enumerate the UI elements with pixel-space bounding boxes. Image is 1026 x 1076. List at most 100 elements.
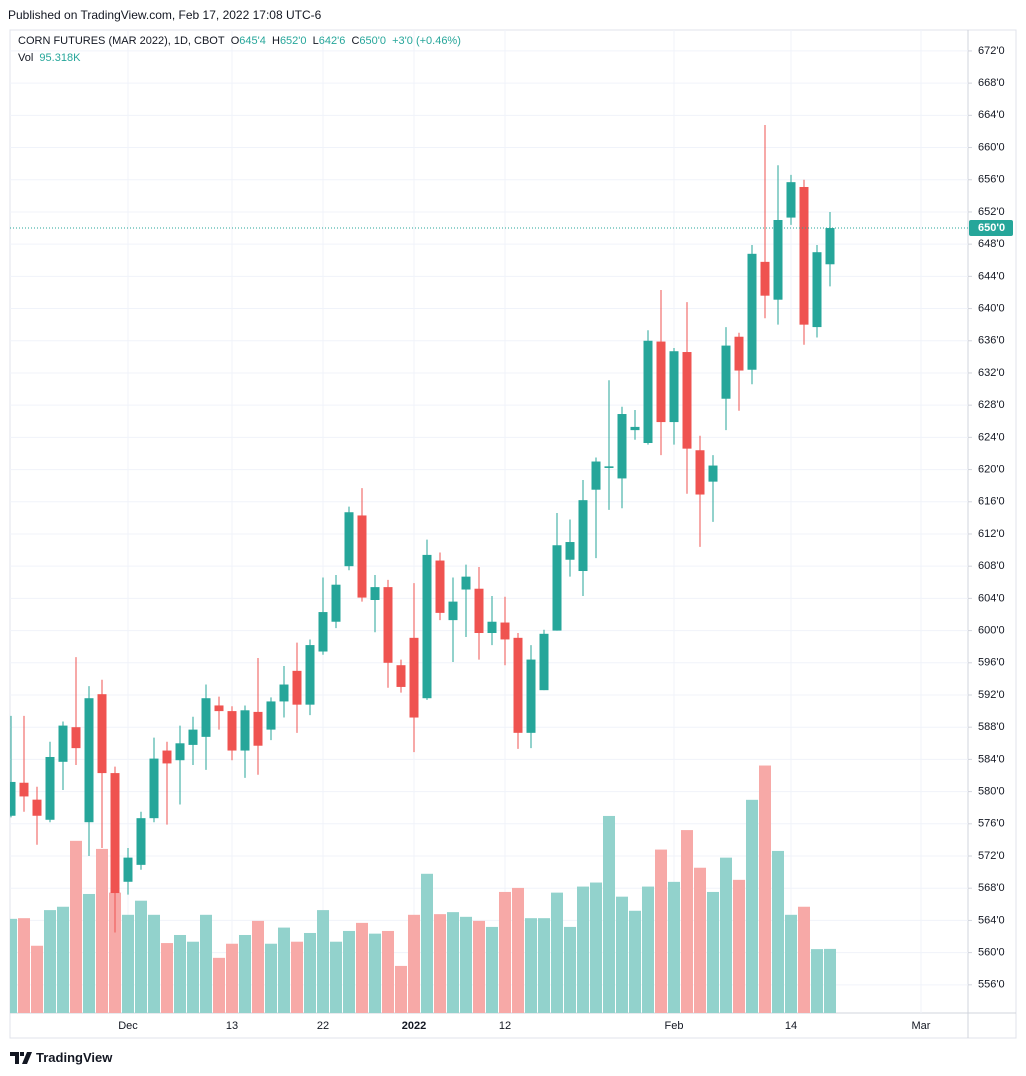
candle-body (383, 587, 393, 663)
label: C (351, 35, 360, 47)
value: 652'0 (279, 35, 307, 47)
volume-bar (499, 891, 511, 1013)
label: O (230, 35, 240, 47)
y-tick-label: 576'0 (978, 818, 1005, 830)
volume-bar (174, 934, 186, 1013)
candle-body (786, 182, 796, 218)
volume-bar (317, 910, 329, 1013)
volume-bar (213, 957, 225, 1013)
volume-bar (759, 765, 771, 1013)
candle-body (396, 665, 406, 687)
volume-bar (70, 840, 82, 1013)
volume-bar (746, 799, 758, 1013)
volume-bar (486, 926, 498, 1013)
volume-bar (447, 912, 459, 1013)
candle-body (214, 705, 224, 712)
y-tick-label: 624'0 (978, 431, 1005, 443)
candle-body (695, 450, 705, 495)
candle-body (409, 637, 419, 718)
candle-body (448, 601, 458, 621)
candle-body (84, 698, 94, 823)
x-tick-label: 12 (499, 1020, 511, 1032)
candle-body (71, 727, 81, 749)
candle-body (617, 414, 627, 479)
y-tick-label: 656'0 (978, 174, 1005, 186)
candle-body (10, 781, 16, 816)
candle-body (279, 684, 289, 702)
volume-bar (551, 892, 563, 1013)
candle-body (292, 670, 302, 705)
volume-bar (577, 886, 589, 1013)
volume-bar (356, 922, 368, 1013)
y-tick-label: 600'0 (978, 624, 1005, 636)
candle-body (357, 515, 367, 598)
volume-bar (564, 926, 576, 1013)
volume-bar (226, 943, 238, 1013)
y-tick-label: 612'0 (978, 528, 1005, 540)
x-tick-label: 2022 (402, 1020, 426, 1032)
volume-bar (330, 941, 342, 1013)
volume-bar (421, 873, 433, 1013)
last-price-box (969, 220, 1013, 237)
candle-body (370, 587, 380, 600)
label: H (271, 35, 280, 47)
change: +3'0 (+0.46%) (392, 35, 461, 47)
volume-bar (785, 914, 797, 1013)
candle-body (253, 711, 263, 746)
candle-body (97, 694, 107, 774)
candle-body (19, 782, 29, 797)
volume-bar (707, 891, 719, 1013)
candle-body (32, 799, 42, 816)
candle-body (58, 725, 68, 762)
y-tick-label: 616'0 (978, 496, 1005, 508)
y-tick-label: 588'0 (978, 721, 1005, 733)
volume-bar (434, 914, 446, 1013)
y-tick-label: 596'0 (978, 657, 1005, 669)
candle-body (435, 560, 445, 613)
y-tick-label: 580'0 (978, 786, 1005, 798)
x-tick-label: 14 (785, 1020, 797, 1032)
volume-bar (187, 941, 199, 1013)
y-tick-label: 620'0 (978, 463, 1005, 475)
volume-bar (135, 900, 147, 1013)
candle-body (162, 750, 172, 764)
volume-bar (733, 879, 745, 1013)
candle-body (578, 500, 588, 572)
y-tick-label: 564'0 (978, 914, 1005, 926)
candle-body (656, 341, 666, 423)
y-tick-label: 568'0 (978, 882, 1005, 894)
value: 650'0 (359, 35, 386, 47)
candle-body (240, 710, 250, 751)
volume-bar (83, 893, 95, 1013)
candle-body (760, 261, 770, 296)
value: 642'6 (318, 35, 346, 47)
volume-bar (31, 945, 43, 1013)
candle-body (630, 426, 640, 431)
candle-body (539, 633, 549, 691)
y-tick-label: 584'0 (978, 753, 1005, 765)
value: 645'4 (239, 35, 266, 47)
label: Vol (18, 52, 34, 64)
volume-bar (239, 934, 251, 1013)
y-tick-label: 632'0 (978, 367, 1005, 379)
brand: TradingView (36, 1050, 113, 1065)
logo (10, 1051, 32, 1064)
y-tick-label: 560'0 (978, 947, 1005, 959)
volume-bar (291, 941, 303, 1013)
volume-bar (109, 892, 121, 1013)
y-tick-label: 660'0 (978, 141, 1005, 153)
volume-bar (694, 867, 706, 1013)
candle-body (643, 340, 653, 444)
y-tick-label: 556'0 (978, 979, 1005, 991)
y-tick-label: 652'0 (978, 206, 1005, 218)
candle-body (487, 621, 497, 634)
volume-bar (96, 848, 108, 1013)
candle-body (45, 756, 55, 820)
volume-bar (382, 930, 394, 1013)
candle-body (227, 711, 237, 751)
volume-bar (603, 815, 615, 1013)
candle-body (422, 554, 432, 699)
candle-body (513, 637, 523, 733)
